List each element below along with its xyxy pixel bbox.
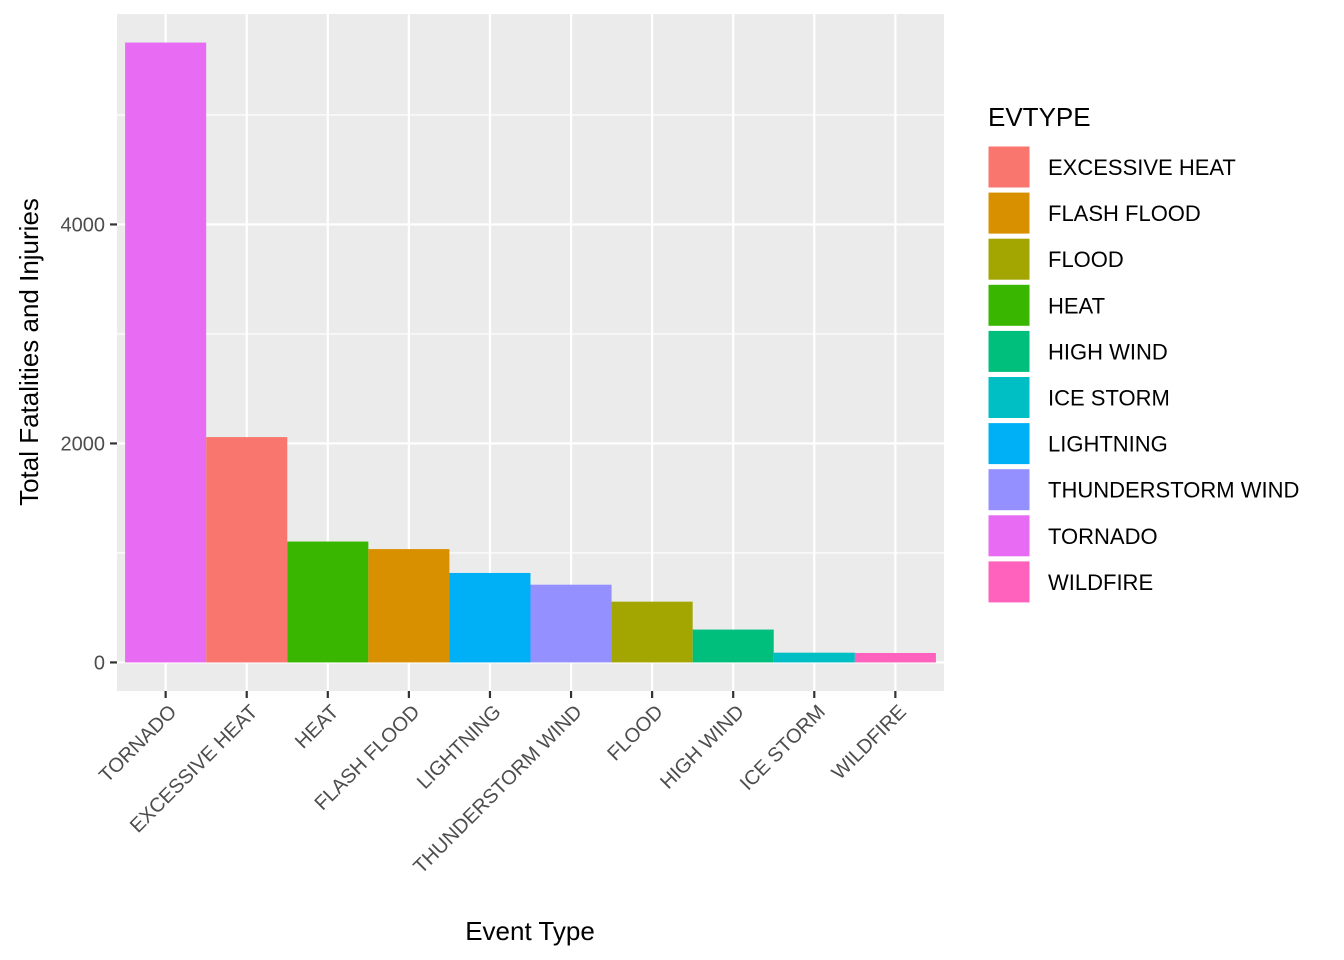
x-tick-label: HIGH WIND	[656, 701, 749, 794]
legend-key	[987, 191, 1031, 235]
legend-label: LIGHTNING	[1048, 432, 1168, 457]
x-tick-label: FLOOD	[603, 701, 667, 765]
x-tick-label: THUNDERSTORM WIND	[409, 701, 586, 878]
bar-ice-storm	[773, 652, 855, 663]
legend-label: WILDFIRE	[1048, 570, 1153, 595]
x-axis-title: Event Type	[465, 916, 595, 946]
legend-key	[987, 514, 1031, 558]
legend-label: TORNADO	[1048, 524, 1158, 549]
legend-label: FLOOD	[1048, 247, 1124, 272]
y-tick-label: 0	[94, 652, 105, 674]
bar-excessive-heat	[206, 437, 288, 663]
bar-flood	[611, 601, 693, 663]
legend-key	[987, 237, 1031, 281]
legend-label: THUNDERSTORM WIND	[1048, 478, 1299, 503]
bar-tornado	[125, 42, 207, 663]
bar-heat	[287, 541, 369, 663]
legend-label: EXCESSIVE HEAT	[1048, 155, 1236, 180]
legend: EVTYPE EXCESSIVE HEAT FLASH FLOOD FLOOD HEA…	[987, 102, 1299, 604]
x-tick-label: HEAT	[291, 701, 343, 753]
legend-label: HEAT	[1048, 293, 1105, 318]
legend-label: ICE STORM	[1048, 386, 1170, 411]
legend-title: EVTYPE	[988, 102, 1091, 132]
legend-key	[987, 468, 1031, 512]
legend-key	[987, 422, 1031, 466]
legend-key	[987, 283, 1031, 327]
legend-key	[987, 145, 1031, 189]
bars	[125, 42, 936, 663]
legend-label: FLASH FLOOD	[1048, 201, 1201, 226]
legend-key	[987, 329, 1031, 373]
y-tick-label: 2000	[61, 433, 106, 455]
y-axis: 0 2000 4000	[61, 214, 117, 674]
bar-wildfire	[854, 653, 936, 663]
y-axis-title: Total Fatalities and Injuries	[14, 198, 44, 506]
bar-lightning	[449, 572, 531, 663]
legend-key	[987, 376, 1031, 419]
bar-high-wind	[692, 629, 774, 663]
legend-key	[987, 560, 1031, 604]
x-tick-label: TORNADO	[95, 701, 181, 787]
bar-flash-flood	[368, 549, 450, 663]
x-tick-label: WILDFIRE	[828, 701, 911, 784]
x-tick-label: ICE STORM	[736, 701, 830, 795]
legend-label: HIGH WIND	[1048, 339, 1168, 364]
bar-thunderstorm-wind	[530, 584, 612, 663]
y-tick-label: 4000	[61, 214, 106, 236]
